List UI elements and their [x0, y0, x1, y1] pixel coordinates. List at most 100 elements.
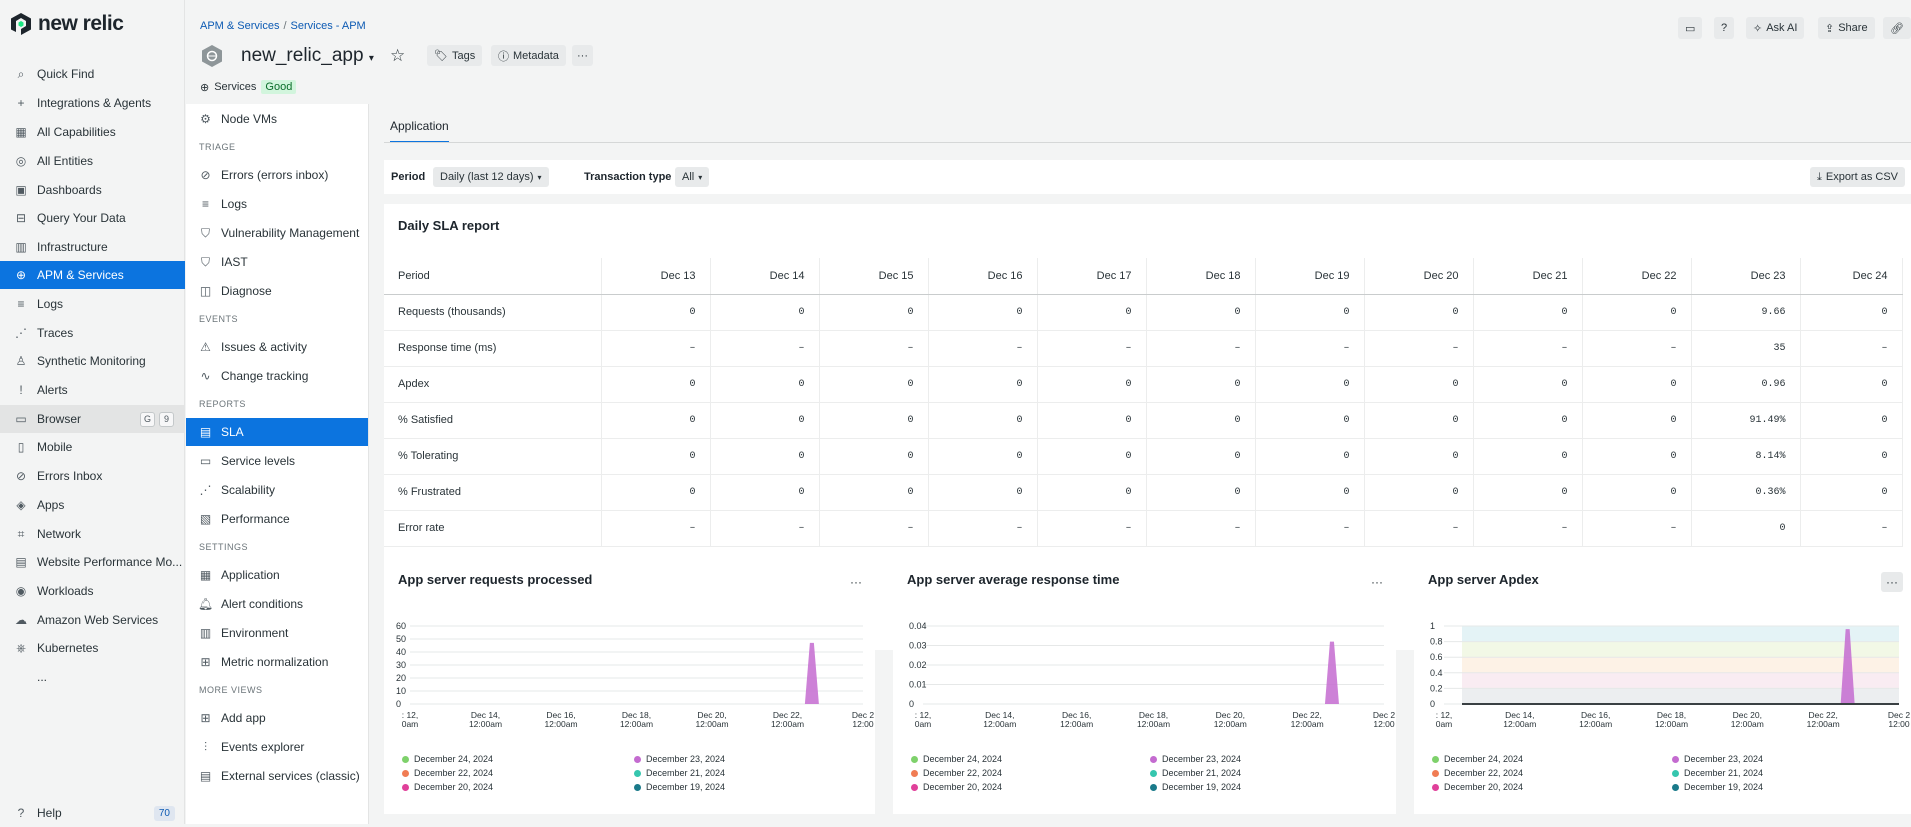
subnav-service-levels[interactable]: ▭Service levels	[186, 447, 369, 475]
legend-item[interactable]: December 19, 2024	[1150, 782, 1241, 792]
tab-application[interactable]: Application	[390, 119, 449, 143]
app-title[interactable]: new_relic_app ▾	[241, 45, 374, 67]
breadcrumb-apm[interactable]: APM & Services	[200, 20, 279, 32]
status-badge: Good	[261, 80, 296, 94]
legend-item[interactable]: December 20, 2024	[1432, 782, 1523, 792]
help-count-badge: 70	[154, 806, 175, 821]
help-button[interactable]: ? Help 70	[0, 799, 185, 827]
sidebar-item-all-entities[interactable]: ◎All Entities	[0, 147, 185, 175]
subnav-issues-activity[interactable]: ⚠Issues & activity	[186, 333, 369, 361]
sidebar-item-label: Workloads	[37, 584, 93, 598]
sla-column-header[interactable]: Dec 14	[710, 258, 819, 294]
sidebar-item-[interactable]: ...	[0, 663, 185, 691]
sla-column-header[interactable]: Dec 23	[1691, 258, 1800, 294]
legend-item[interactable]: December 24, 2024	[402, 754, 493, 764]
copy-link-button[interactable]: 🔗︎	[1883, 17, 1911, 39]
sla-column-header[interactable]: Period	[384, 258, 601, 294]
subnav-alert-conditions[interactable]: 🔔︎Alert conditions	[186, 590, 369, 618]
sidebar-item-mobile[interactable]: ▯Mobile	[0, 433, 185, 461]
legend-item[interactable]: December 24, 2024	[1432, 754, 1523, 764]
transaction-type-select[interactable]: All▾	[675, 167, 709, 187]
legend-item[interactable]: December 22, 2024	[911, 768, 1002, 778]
sidebar-item-apps[interactable]: ◈Apps	[0, 491, 185, 519]
subnav-performance[interactable]: ▧Performance	[186, 505, 369, 533]
sidebar-item-website-performance-mo[interactable]: ▤Website Performance Mo...	[0, 548, 185, 576]
more-icon	[14, 670, 28, 684]
help-circle-button[interactable]: ?	[1714, 17, 1734, 39]
sla-column-header[interactable]: Dec 21	[1473, 258, 1582, 294]
subnav-errors-errors-inbox[interactable]: ⊘Errors (errors inbox)	[186, 161, 369, 189]
sidebar-item-query-your-data[interactable]: ⊟Query Your Data	[0, 204, 185, 232]
legend-item[interactable]: December 24, 2024	[911, 754, 1002, 764]
sidebar-item-quick-find[interactable]: ⌕Quick Find	[0, 60, 185, 88]
subnav-scalability[interactable]: ⋰Scalability	[186, 476, 369, 504]
subnav-icon: ▭	[199, 455, 212, 468]
subnav-external-services-classic[interactable]: ▤External services (classic)	[186, 762, 369, 790]
sla-column-header[interactable]: Dec 15	[819, 258, 928, 294]
sidebar-item-infrastructure[interactable]: ▥Infrastructure	[0, 233, 185, 261]
subnav-node-vms[interactable]: ⚙Node VMs	[186, 105, 369, 133]
export-csv-button[interactable]: ⤓Export as CSV	[1810, 167, 1905, 187]
breadcrumb-services[interactable]: Services - APM	[291, 20, 366, 32]
sla-column-header[interactable]: Dec 13	[601, 258, 710, 294]
sla-column-header[interactable]: Dec 16	[928, 258, 1037, 294]
subnav-environment[interactable]: ▥Environment	[186, 619, 369, 647]
sla-cell: 0	[1800, 402, 1902, 438]
subnav-add-app[interactable]: ⊞Add app	[186, 704, 369, 732]
legend-item[interactable]: December 21, 2024	[1150, 768, 1241, 778]
legend-item[interactable]: December 20, 2024	[402, 782, 493, 792]
subnav-logs[interactable]: ≡Logs	[186, 190, 369, 218]
share-button[interactable]: ⇪Share	[1818, 17, 1875, 39]
subnav-application[interactable]: ▦Application	[186, 561, 369, 589]
tags-button[interactable]: 🏷︎Tags	[427, 45, 482, 66]
sla-column-header[interactable]: Dec 18	[1146, 258, 1255, 294]
ask-ai-button[interactable]: ✧Ask AI	[1746, 17, 1804, 39]
legend-item[interactable]: December 19, 2024	[634, 782, 725, 792]
legend-item[interactable]: December 19, 2024	[1672, 782, 1763, 792]
legend-item[interactable]: December 22, 2024	[402, 768, 493, 778]
brand-logo[interactable]: new relic	[10, 12, 123, 36]
sidebar-item-kubernetes[interactable]: ⎈Kubernetes	[0, 634, 185, 662]
subnav-diagnose[interactable]: ◫Diagnose	[186, 277, 369, 305]
sidebar-item-network[interactable]: ⌗Network	[0, 520, 185, 548]
sla-column-header[interactable]: Dec 20	[1364, 258, 1473, 294]
sidebar-item-dashboards[interactable]: ▣Dashboards	[0, 176, 185, 204]
period-select[interactable]: Daily (last 12 days)▾	[433, 167, 549, 187]
legend-item[interactable]: December 20, 2024	[911, 782, 1002, 792]
sidebar-item-logs[interactable]: ≡Logs	[0, 290, 185, 318]
favorite-star-icon[interactable]: ☆	[390, 46, 405, 66]
sidebar-item-apm-services[interactable]: ⊕APM & Services	[0, 261, 185, 289]
legend-item[interactable]: December 22, 2024	[1432, 768, 1523, 778]
legend-swatch	[1432, 770, 1439, 777]
legend-label: December 22, 2024	[1444, 768, 1523, 778]
feedback-button[interactable]: ▭	[1678, 17, 1702, 39]
legend-item[interactable]: December 21, 2024	[1672, 768, 1763, 778]
sla-column-header[interactable]: Dec 24	[1800, 258, 1902, 294]
legend-item[interactable]: December 23, 2024	[1150, 754, 1241, 764]
sla-column-header[interactable]: Dec 22	[1582, 258, 1691, 294]
sidebar-item-all-capabilities[interactable]: ▦All Capabilities	[0, 118, 185, 146]
sidebar-item-integrations-agents[interactable]: +Integrations & Agents	[0, 89, 185, 117]
legend-item[interactable]: December 23, 2024	[1672, 754, 1763, 764]
sidebar-item-errors-inbox[interactable]: ⊘Errors Inbox	[0, 462, 185, 490]
sidebar-item-traces[interactable]: ⋰Traces	[0, 319, 185, 347]
sidebar-item-alerts[interactable]: !Alerts	[0, 376, 185, 404]
subnav-metric-normalization[interactable]: ⊞Metric normalization	[186, 648, 369, 676]
more-actions-button[interactable]: ···	[572, 45, 593, 66]
subnav-vulnerability-management[interactable]: ⛉Vulnerability Management	[186, 219, 369, 247]
sla-column-header[interactable]: Dec 19	[1255, 258, 1364, 294]
legend-item[interactable]: December 21, 2024	[634, 768, 725, 778]
subnav-iast[interactable]: ⛉IAST	[186, 248, 369, 276]
subnav-sla[interactable]: ▤SLA	[186, 418, 369, 446]
subnav-change-tracking[interactable]: ∿Change tracking	[186, 362, 369, 390]
sidebar-item-workloads[interactable]: ◉Workloads	[0, 577, 185, 605]
legend-item[interactable]: December 23, 2024	[634, 754, 725, 764]
sidebar-item-synthetic-monitoring[interactable]: ♙Synthetic Monitoring	[0, 347, 185, 375]
subnav-events-explorer[interactable]: ⫶Events explorer	[186, 733, 369, 761]
sidebar-item-amazon-web-services[interactable]: ☁Amazon Web Services	[0, 606, 185, 634]
sla-column-header[interactable]: Dec 17	[1037, 258, 1146, 294]
apdex-band	[1462, 626, 1899, 642]
